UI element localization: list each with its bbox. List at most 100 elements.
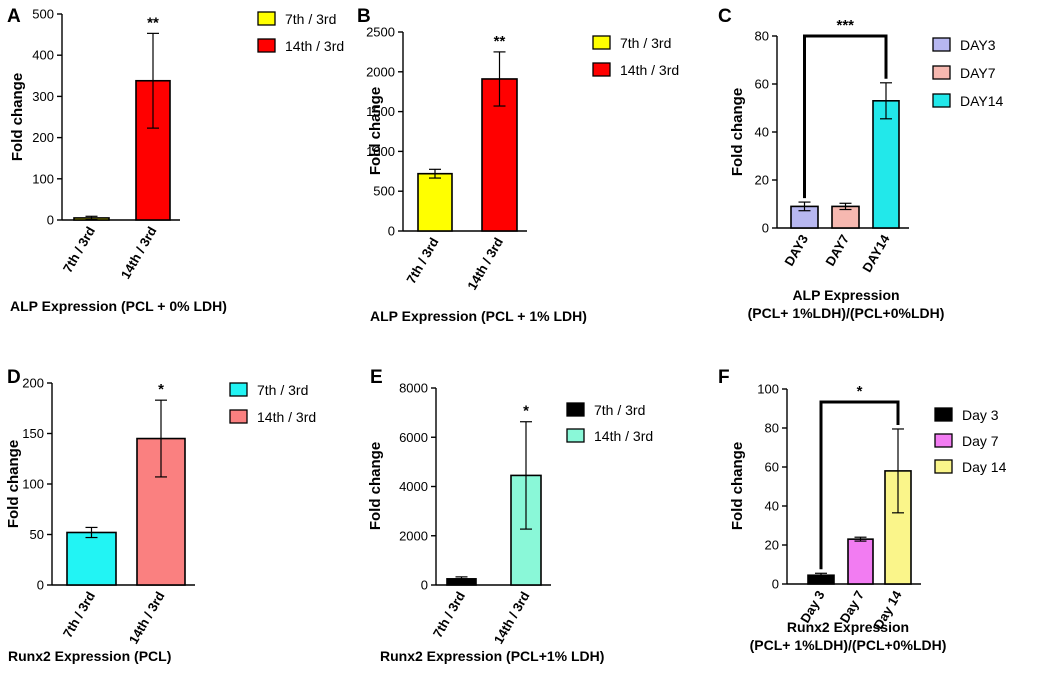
panel-label: A <box>7 6 21 27</box>
legend-label: DAY3 <box>960 37 996 53</box>
legend-swatch <box>257 38 276 53</box>
significance-label: ** <box>494 33 506 50</box>
y-axis-label: Fold change <box>9 73 26 161</box>
y-tick-label: 4000 <box>399 479 428 494</box>
legend-swatch <box>229 382 248 397</box>
panel-a: A Fold change 0 100 200 300 400 500 7th / 3rd 14t… <box>7 6 344 314</box>
y-tick-label: 50 <box>30 527 44 542</box>
y-tick-label: 2000 <box>366 64 395 79</box>
panel-label: D <box>7 367 21 388</box>
y-tick-label: 100 <box>22 477 44 492</box>
bar <box>872 100 900 229</box>
legend-label: Day 7 <box>962 433 999 449</box>
y-tick-label: 500 <box>32 7 54 22</box>
y-tick-label: 100 <box>32 171 54 186</box>
legend-swatch <box>934 407 953 422</box>
y-tick-label: 0 <box>772 577 779 592</box>
x-tick-label: DAY14 <box>859 231 893 274</box>
y-tick-label: 200 <box>32 130 54 145</box>
y-tick-label: 80 <box>755 29 769 44</box>
significance-label: * <box>523 403 529 420</box>
bar <box>66 531 117 586</box>
legend-label: 14th / 3rd <box>285 38 344 54</box>
y-axis-label: Fold change <box>367 87 384 175</box>
y-tick-label: 60 <box>755 77 769 92</box>
x-tick-label: 7th / 3rd <box>430 589 468 640</box>
chart-title: Runx2 Expression <box>787 619 909 635</box>
y-tick-label: 6000 <box>399 430 428 445</box>
y-tick-label: 20 <box>755 173 769 188</box>
legend-label: 14th / 3rd <box>594 428 653 444</box>
panel-b: B Fold change 0 500 1000 1500 2000 2500 7th / 3r… <box>357 6 679 324</box>
x-tick-label: 7th / 3rd <box>403 235 441 286</box>
legend-swatch <box>592 62 611 77</box>
chart-title: Runx2 Expression (PCL) <box>8 648 171 664</box>
legend-label: DAY14 <box>960 93 1004 109</box>
chart-title: ALP Expression (PCL + 1% LDH) <box>370 308 587 324</box>
x-tick-label: 14th / 3rd <box>118 224 160 282</box>
significance-label: *** <box>836 17 854 34</box>
x-tick-label: 7th / 3rd <box>60 224 98 275</box>
y-tick-label: 100 <box>757 382 779 397</box>
y-tick-label: 1500 <box>366 104 395 119</box>
y-tick-label: 60 <box>765 460 779 475</box>
panel-label: E <box>370 367 383 388</box>
legend-swatch <box>934 433 953 448</box>
y-tick-label: 40 <box>765 499 779 514</box>
y-tick-label: 0 <box>388 224 395 239</box>
legend-swatch <box>592 35 611 50</box>
x-tick-label: 14th / 3rd <box>491 589 533 647</box>
y-tick-label: 0 <box>37 578 44 593</box>
panel-f: F Fold change 0 20 40 60 80 100 Day 3 Day 7 Day 14… <box>718 367 1007 653</box>
legend-label: DAY7 <box>960 65 996 81</box>
significance-bracket <box>803 34 888 199</box>
x-tick-label: DAY7 <box>822 232 852 268</box>
legend-swatch <box>229 409 248 424</box>
chart-title: ALP Expression (PCL + 0% LDH) <box>10 298 227 314</box>
legend-label: 7th / 3rd <box>285 11 336 27</box>
chart-title: ALP Expression <box>792 287 899 303</box>
y-tick-label: 0 <box>47 213 54 228</box>
y-tick-label: 80 <box>765 421 779 436</box>
x-tick-label: 7th / 3rd <box>60 589 98 640</box>
x-tick-label: DAY3 <box>781 232 811 268</box>
bar <box>847 538 874 585</box>
legend-label: 7th / 3rd <box>594 402 645 418</box>
y-axis-label: Fold change <box>729 88 746 176</box>
significance-label: ** <box>147 14 159 31</box>
y-tick-label: 20 <box>765 538 779 553</box>
legend-label: Day 3 <box>962 407 999 423</box>
legend-swatch <box>257 11 276 26</box>
y-tick-label: 300 <box>32 89 54 104</box>
y-tick-label: 150 <box>22 426 44 441</box>
panel-label: B <box>357 6 371 27</box>
bar <box>417 172 453 232</box>
y-tick-label: 0 <box>762 221 769 236</box>
y-tick-label: 2500 <box>366 25 395 40</box>
chart-title-line2: (PCL+ 1%LDH)/(PCL+0%LDH) <box>750 637 947 653</box>
legend-swatch <box>566 428 585 443</box>
y-axis-label: Fold change <box>367 442 384 530</box>
y-tick-label: 500 <box>373 184 395 199</box>
y-tick-label: 200 <box>22 376 44 391</box>
legend-label: 7th / 3rd <box>620 35 671 51</box>
chart-title: Runx2 Expression (PCL+1% LDH) <box>380 648 604 664</box>
y-axis-label: Fold change <box>729 442 746 530</box>
legend-label: 14th / 3rd <box>257 409 316 425</box>
panel-label: F <box>718 367 730 388</box>
legend-label: 14th / 3rd <box>620 62 679 78</box>
y-tick-label: 8000 <box>399 381 428 396</box>
panel-e: E Fold change 0 2000 4000 6000 8000 7th / 3rd 14… <box>367 367 653 664</box>
legend-swatch <box>932 37 951 52</box>
significance-label: * <box>857 383 863 400</box>
legend-swatch <box>932 65 951 80</box>
significance-label: * <box>158 381 164 398</box>
legend-swatch <box>932 93 951 108</box>
x-tick-label: 14th / 3rd <box>464 235 506 293</box>
y-tick-label: 400 <box>32 48 54 63</box>
x-tick-label: 14th / 3rd <box>126 589 168 647</box>
panel-d: D Fold change 0 50 100 150 200 7th / 3rd 14th / … <box>5 367 316 664</box>
panel-label: C <box>718 6 732 27</box>
